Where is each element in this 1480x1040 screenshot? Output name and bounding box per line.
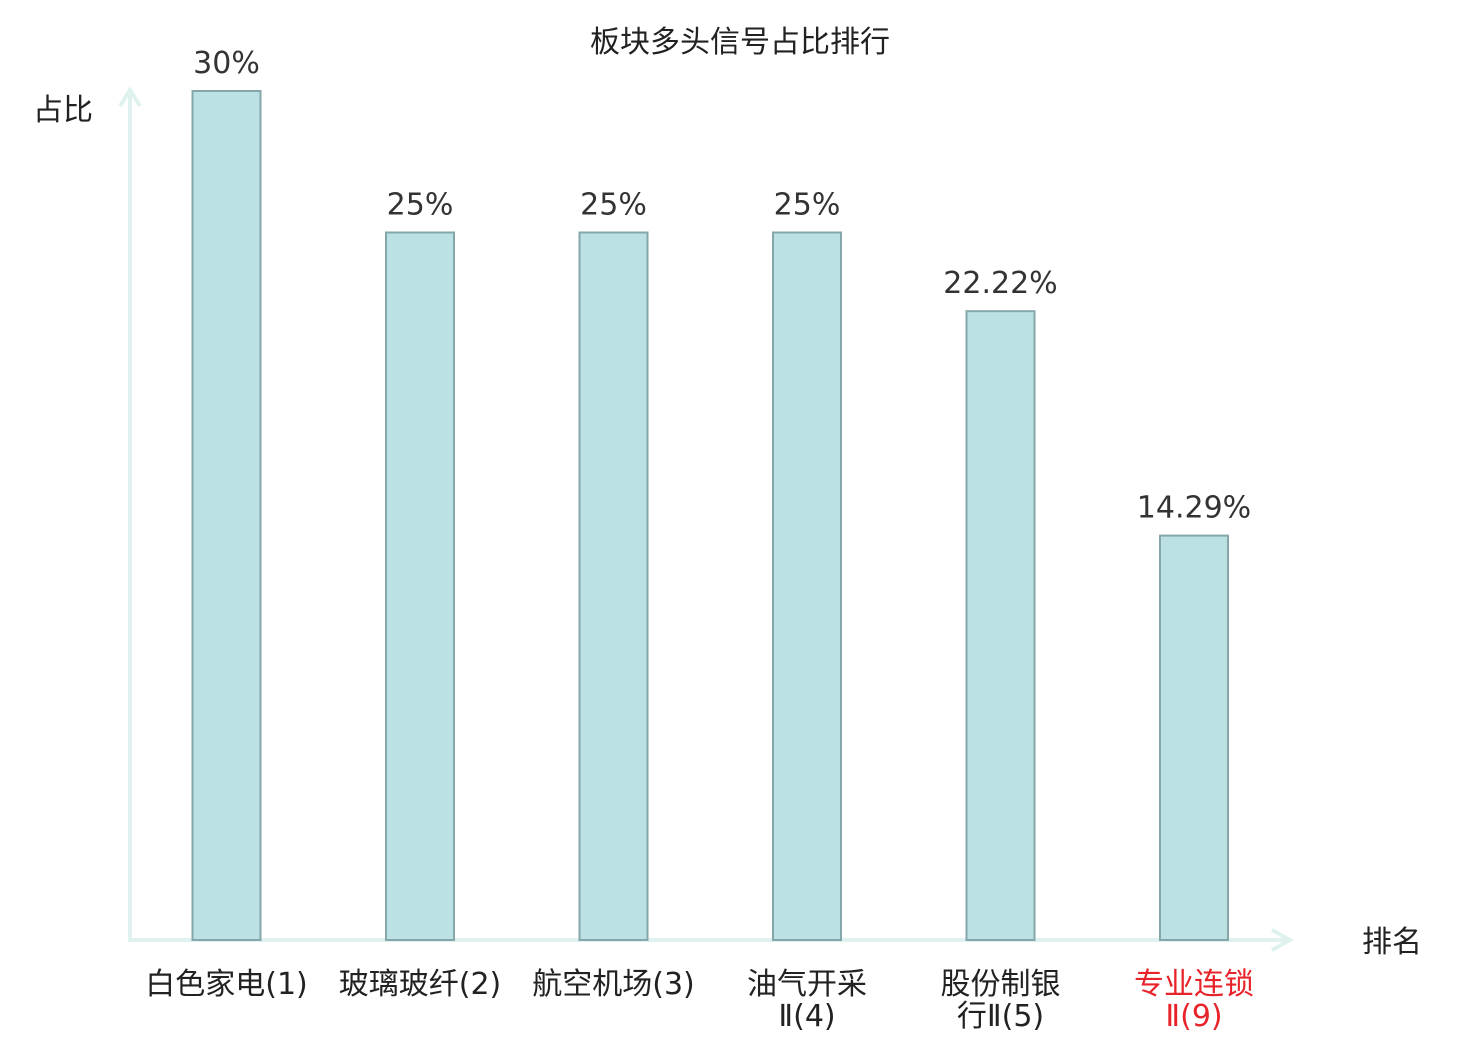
chart-title: 板块多头信号占比排行 (590, 25, 890, 60)
bar (191, 90, 262, 941)
y-axis-label: 占比 (33, 93, 93, 128)
data-label: 25% (580, 188, 647, 223)
category-tick-label: 股份制银行Ⅱ(5) (941, 967, 1061, 1034)
category-tick-label-line: 专业连锁 (1134, 967, 1254, 1002)
category-tick-label: 专业连锁 Ⅱ(9) (1134, 967, 1254, 1034)
category-labels: 白色家电(1) 玻璃玻纤(2) 航空机场(3) 油气开采 Ⅱ(4) 股份制银行Ⅱ(5) 专业… (145, 967, 1254, 1034)
bar (578, 231, 649, 941)
bar (1159, 534, 1229, 942)
bars (191, 90, 1229, 942)
category-tick-label-line: 白色家电(1) (145, 967, 308, 1002)
data-label: 25% (774, 188, 841, 223)
category-tick-label: 航空机场(3) (532, 967, 695, 1002)
category-tick-label-line: Ⅱ(9) (1165, 999, 1222, 1034)
data-label: 25% (387, 188, 454, 223)
x-axis-label: 排名 (1362, 925, 1422, 960)
category-tick-label: 玻璃玻纤(2) (339, 967, 502, 1002)
bar (965, 310, 1036, 941)
category-tick-label-line: 玻璃玻纤(2) (339, 967, 502, 1002)
data-label: 30% (193, 46, 260, 81)
data-label: 22.22% (943, 266, 1057, 301)
category-tick-label: 白色家电(1) (145, 967, 308, 1002)
category-tick-label-line: 股份制银 (941, 967, 1061, 1002)
axes (118, 86, 1295, 952)
category-tick-label-line: Ⅱ(4) (778, 999, 835, 1034)
y-axis-arrow (118, 86, 142, 108)
value-labels: 30% 25% 25% 25% 22.22% 14.29% (193, 46, 1251, 526)
data-label: 14.29% (1137, 491, 1251, 526)
category-tick-label-line: 航空机场(3) (532, 967, 695, 1002)
bar (385, 231, 455, 941)
x-axis-arrow (1271, 928, 1295, 952)
category-tick-label-line: 行Ⅱ(5) (957, 999, 1044, 1034)
bar (772, 231, 842, 941)
category-tick-label-line: 油气开采 (747, 967, 867, 1002)
category-tick-label: 油气开采 Ⅱ(4) (747, 967, 867, 1034)
